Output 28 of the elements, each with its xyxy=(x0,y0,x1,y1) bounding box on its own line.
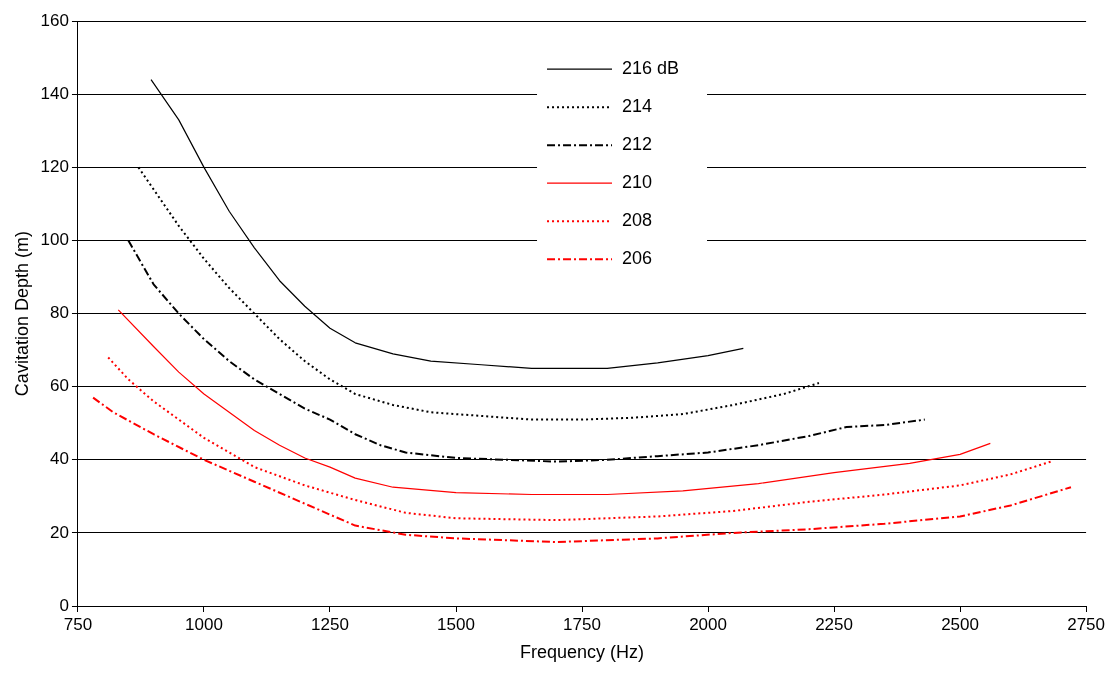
y-tick-label: 120 xyxy=(40,157,69,177)
legend-label: 206 xyxy=(622,248,653,269)
legend-label: 208 xyxy=(622,210,653,231)
legend-label: 216 dB xyxy=(622,58,680,79)
x-tick-label: 1750 xyxy=(563,614,601,634)
line-series xyxy=(92,396,1072,544)
y-tick-label: 20 xyxy=(50,522,69,542)
legend-label: 214 xyxy=(622,96,653,117)
x-tick-label: 1500 xyxy=(437,614,475,634)
x-tick-label: 2500 xyxy=(941,614,979,634)
x-tick-label: 1000 xyxy=(185,614,223,634)
x-tick-label: 1250 xyxy=(311,614,349,634)
legend-label: 212 xyxy=(622,134,653,155)
x-tick-label: 750 xyxy=(63,614,93,634)
x-tick-label: 2000 xyxy=(689,614,727,634)
y-tick-label: 80 xyxy=(50,303,69,323)
y-axis-title: Cavitation Depth (m) xyxy=(11,231,32,397)
y-tick-label: 40 xyxy=(50,449,69,469)
x-tick-label: 2250 xyxy=(815,614,853,634)
x-axis-title: Frequency (Hz) xyxy=(520,642,645,663)
y-tick-label: 60 xyxy=(50,376,69,396)
legend-label: 210 xyxy=(622,172,653,193)
x-tick-label: 2750 xyxy=(1067,614,1105,634)
y-tick-label: 100 xyxy=(40,230,69,250)
y-tick-label: 160 xyxy=(40,10,69,30)
line-series xyxy=(107,356,1052,522)
y-tick-label: 0 xyxy=(59,595,69,615)
y-tick-label: 140 xyxy=(40,83,69,103)
